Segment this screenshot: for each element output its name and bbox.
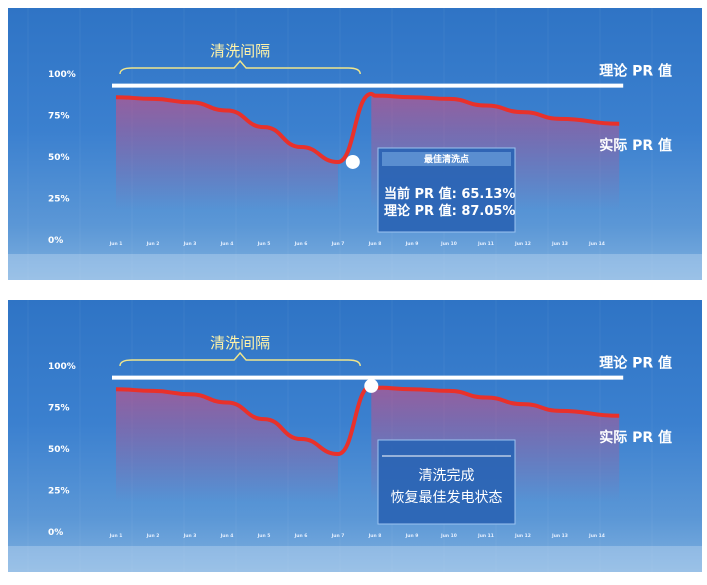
x-tick-label: Jun 2 <box>146 533 160 539</box>
x-tick-label: Jun 1 <box>109 533 123 539</box>
callout-current-pr: 当前 PR 值: 65.13% <box>384 186 515 202</box>
x-tick-label: Jun 5 <box>257 241 271 247</box>
x-tick-label: Jun 12 <box>514 533 531 539</box>
callout-box <box>377 439 516 525</box>
callout-header <box>382 152 511 166</box>
theoretical-pr-label: 理论 PR 值 <box>599 355 672 372</box>
x-tick-label: Jun 1 <box>109 241 123 247</box>
x-tick-label: Jun 10 <box>440 533 457 539</box>
actual-pr-label: 实际 PR 值 <box>599 137 672 154</box>
x-tick-label: Jun 3 <box>183 241 197 247</box>
x-tick-label: Jun 4 <box>220 241 234 247</box>
y-tick-label: 50% <box>48 445 70 455</box>
callout-status-detail: 恢复最佳发电状态 <box>391 489 503 506</box>
x-tick-label: Jun 4 <box>220 533 234 539</box>
pr-chart-best-cleaning-point: 0% 25% 50% 75% 100% Jun 1 Jun 2 Jun 3 Jun 4 Jun 5… <box>8 8 702 280</box>
y-tick-label: 25% <box>48 487 70 497</box>
x-tick-label: Jun 14 <box>588 241 605 247</box>
x-tick-label: Jun 5 <box>257 533 271 539</box>
cleaning-interval-title: 清洗间隔 <box>210 42 270 60</box>
x-tick-label: Jun 3 <box>183 533 197 539</box>
x-tick-label: Jun 7 <box>331 241 345 247</box>
y-tick-label: 75% <box>48 404 70 414</box>
theoretical-pr-label: 理论 PR 值 <box>599 63 672 80</box>
y-tick-label: 0% <box>48 528 63 538</box>
floor-strip <box>8 254 702 280</box>
y-tick-label: 25% <box>48 195 70 205</box>
floor-strip <box>8 546 702 572</box>
x-tick-label: Jun 10 <box>440 241 457 247</box>
callout-title: 最佳清洗点 <box>424 153 469 165</box>
callout-status: 清洗完成 <box>419 468 475 484</box>
cleaning-point-marker <box>364 378 379 393</box>
x-tick-label: Jun 2 <box>146 241 160 247</box>
x-tick-label: Jun 6 <box>294 533 308 539</box>
x-tick-label: Jun 14 <box>588 533 605 539</box>
actual-pr-area-before-cleaning <box>116 97 338 210</box>
cleaning-interval-bracket <box>119 59 361 75</box>
actual-pr-line <box>115 91 620 164</box>
x-tick-label: Jun 6 <box>294 241 308 247</box>
cleaning-point-marker <box>345 154 360 169</box>
pr-chart-cleaning-complete: 0% 25% 50% 75% 100% Jun 1 Jun 2 Jun 3 Jun 4 Jun 5… <box>8 300 702 572</box>
x-tick-label: Jun 8 <box>368 533 382 539</box>
x-tick-label: Jun 13 <box>551 533 568 539</box>
x-tick-label: Jun 9 <box>405 241 419 247</box>
x-tick-label: Jun 12 <box>514 241 531 247</box>
chart-panel-best-cleaning-point: 0% 25% 50% 75% 100% Jun 1 Jun 2 Jun 3 Jun 4 Jun 5… <box>8 8 702 280</box>
actual-pr-area-before-cleaning <box>116 389 338 502</box>
y-tick-label: 100% <box>48 70 76 80</box>
callout-theoretical-pr: 理论 PR 值: 87.05% <box>384 203 515 219</box>
cleaning-interval-title: 清洗间隔 <box>210 334 270 352</box>
y-tick-label: 100% <box>48 362 76 372</box>
x-tick-label: Jun 7 <box>331 533 345 539</box>
x-tick-label: Jun 8 <box>368 241 382 247</box>
x-tick-label: Jun 13 <box>551 241 568 247</box>
y-tick-label: 75% <box>48 112 70 122</box>
y-tick-label: 0% <box>48 236 63 246</box>
x-tick-label: Jun 11 <box>477 533 494 539</box>
x-tick-label: Jun 11 <box>477 241 494 247</box>
cleaning-interval-bracket <box>119 351 361 367</box>
actual-pr-label: 实际 PR 值 <box>599 429 672 446</box>
chart-panel-cleaning-complete: 0% 25% 50% 75% 100% Jun 1 Jun 2 Jun 3 Jun 4 Jun 5… <box>8 300 702 572</box>
y-tick-label: 50% <box>48 153 70 163</box>
x-tick-label: Jun 9 <box>405 533 419 539</box>
